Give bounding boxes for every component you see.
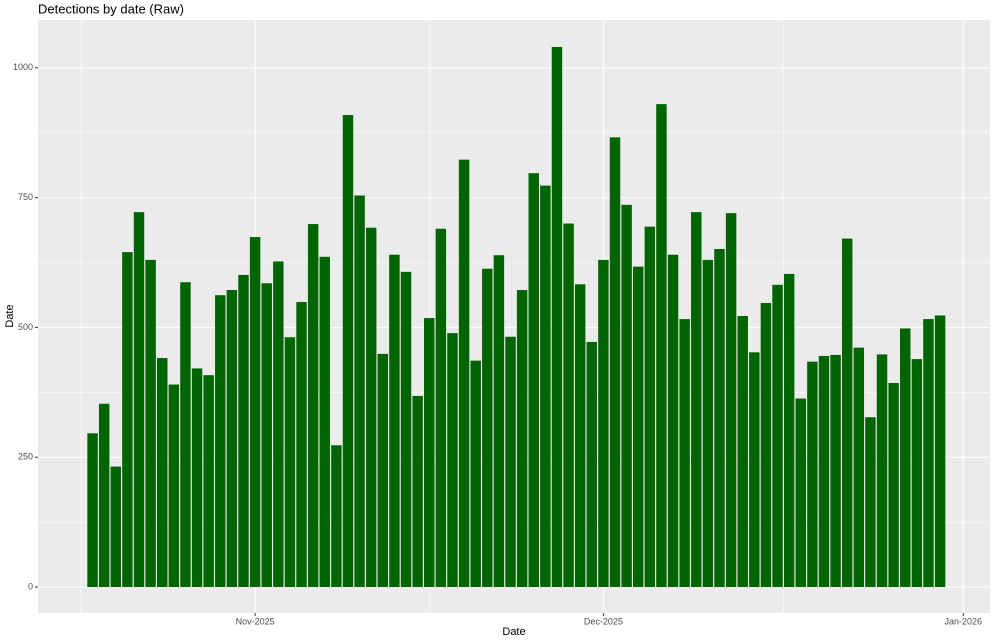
bar [749, 352, 760, 588]
bar [249, 237, 261, 588]
bar [934, 315, 946, 588]
bar [458, 159, 470, 588]
bar [702, 259, 714, 588]
y-tick-label: 500 [18, 322, 33, 332]
x-axis-label: Date [502, 626, 525, 638]
bar [342, 115, 354, 588]
bar [400, 271, 412, 588]
bar [307, 224, 319, 588]
bar [284, 337, 296, 588]
bar [122, 252, 133, 588]
bar [900, 328, 911, 588]
bar [203, 375, 214, 588]
bar [377, 353, 389, 588]
bar [586, 341, 598, 588]
bar [737, 315, 748, 588]
y-tick-label: 1000 [13, 62, 33, 72]
bar [145, 259, 156, 588]
bar [551, 47, 563, 588]
bar [725, 213, 737, 588]
x-tick-label: Jan-2026 [945, 616, 983, 626]
bar [633, 266, 644, 588]
chart-title: Detections by date (Raw) [38, 1, 184, 16]
bar [447, 333, 458, 588]
bar [772, 284, 783, 588]
bar [621, 204, 632, 588]
bar [98, 403, 110, 588]
bar [540, 185, 551, 588]
bar [667, 254, 679, 588]
bar [87, 433, 98, 588]
bar [261, 283, 272, 588]
bar [516, 290, 528, 588]
bar [389, 254, 400, 588]
bar [191, 368, 203, 588]
bar [876, 354, 888, 588]
x-tick-label: Dec-2025 [584, 616, 623, 626]
bar [238, 274, 249, 588]
bar [365, 227, 377, 588]
y-tick-label: 750 [18, 192, 33, 202]
bar [180, 282, 191, 588]
bar [865, 417, 876, 588]
bar [598, 259, 609, 588]
bar [911, 359, 923, 588]
bar [609, 137, 621, 588]
bar [412, 395, 423, 588]
bar [435, 228, 447, 588]
x-tick-label: Nov-2025 [236, 616, 275, 626]
bar [133, 212, 145, 588]
y-tick-label: 250 [18, 452, 33, 462]
bar [563, 223, 574, 588]
bar [691, 212, 702, 588]
bar [296, 301, 307, 588]
bar [470, 360, 481, 588]
bar [679, 319, 690, 588]
bar [157, 358, 168, 588]
bar [656, 104, 667, 588]
y-tick-label: 0 [28, 581, 33, 591]
bar [760, 302, 772, 588]
bar [528, 173, 539, 588]
bar [424, 318, 435, 588]
bar [841, 238, 853, 588]
bar [795, 398, 806, 588]
bar [319, 256, 330, 588]
bar [644, 226, 656, 588]
bar [888, 382, 899, 588]
bar [574, 284, 586, 588]
bar [493, 255, 505, 588]
bar [714, 248, 725, 588]
bar [226, 290, 238, 588]
bar [110, 466, 122, 588]
bar [923, 319, 934, 588]
bar [273, 261, 284, 588]
bar [168, 384, 180, 588]
bar [853, 347, 865, 588]
bar [354, 195, 365, 588]
bar [331, 445, 342, 588]
bar [482, 268, 493, 588]
bar [783, 273, 795, 588]
bar [807, 361, 818, 588]
bar [830, 354, 841, 588]
y-axis-label: Date [4, 304, 16, 327]
bar [818, 355, 830, 588]
bar [215, 295, 226, 588]
bar [505, 336, 516, 588]
